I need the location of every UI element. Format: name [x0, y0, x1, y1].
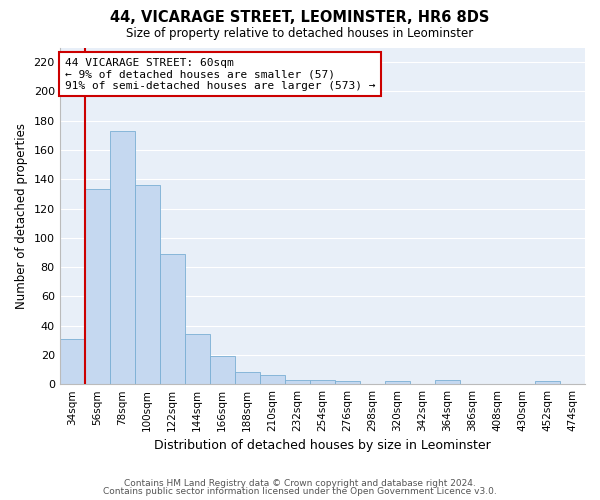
Bar: [260, 376, 285, 384]
Bar: [435, 380, 460, 384]
X-axis label: Distribution of detached houses by size in Leominster: Distribution of detached houses by size …: [154, 440, 491, 452]
Text: Contains HM Land Registry data © Crown copyright and database right 2024.: Contains HM Land Registry data © Crown c…: [124, 478, 476, 488]
Bar: [85, 190, 110, 384]
Bar: [210, 356, 235, 384]
Bar: [110, 131, 135, 384]
Bar: [135, 185, 160, 384]
Text: Size of property relative to detached houses in Leominster: Size of property relative to detached ho…: [127, 28, 473, 40]
Bar: [160, 254, 185, 384]
Bar: [185, 334, 210, 384]
Bar: [235, 372, 260, 384]
Bar: [385, 382, 410, 384]
Bar: [59, 339, 85, 384]
Bar: [535, 382, 560, 384]
Bar: [310, 380, 335, 384]
Text: Contains public sector information licensed under the Open Government Licence v3: Contains public sector information licen…: [103, 487, 497, 496]
Y-axis label: Number of detached properties: Number of detached properties: [15, 123, 28, 309]
Text: 44, VICARAGE STREET, LEOMINSTER, HR6 8DS: 44, VICARAGE STREET, LEOMINSTER, HR6 8DS: [110, 10, 490, 25]
Text: 44 VICARAGE STREET: 60sqm
← 9% of detached houses are smaller (57)
91% of semi-d: 44 VICARAGE STREET: 60sqm ← 9% of detach…: [65, 58, 376, 91]
Bar: [335, 382, 360, 384]
Bar: [285, 380, 310, 384]
